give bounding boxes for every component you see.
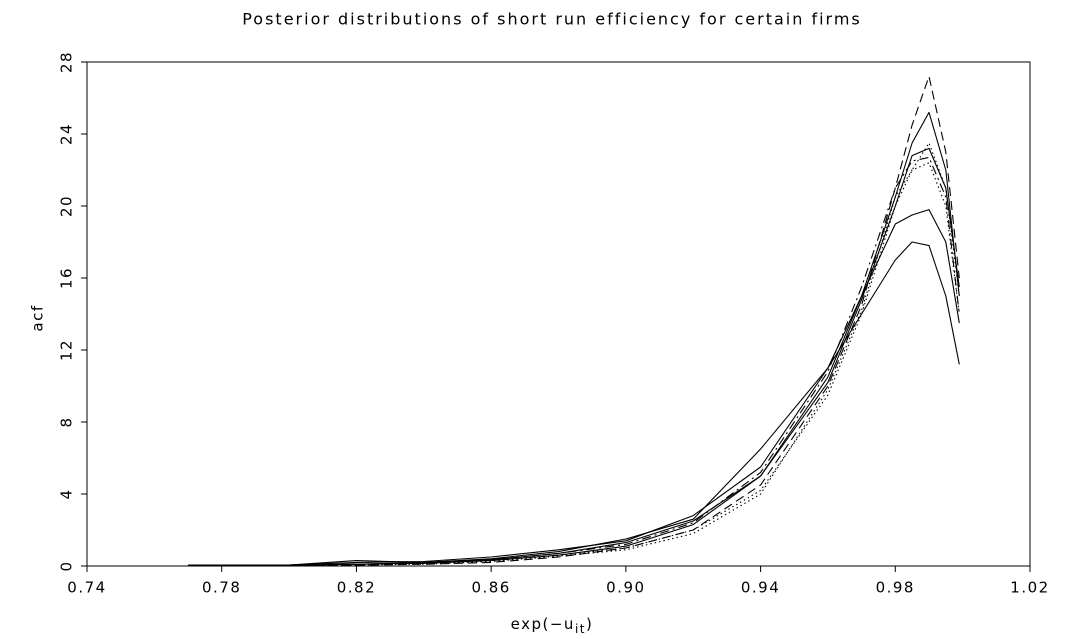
- x-axis-label: exp(−uit): [511, 615, 594, 636]
- x-tick-label: 0.98: [876, 579, 915, 597]
- x-tick-label: 1.02: [1010, 579, 1049, 597]
- series-line: [188, 162, 960, 567]
- y-tick-label: 0: [58, 560, 76, 571]
- chart-title: Posterior distributions of short run eff…: [242, 10, 862, 29]
- y-tick-label: 8: [58, 416, 76, 427]
- x-tick-label: 0.82: [337, 579, 376, 597]
- y-tick-label: 4: [58, 488, 76, 499]
- y-tick-label: 28: [58, 51, 76, 73]
- series-line: [187, 75, 960, 567]
- x-tick-label: 0.90: [606, 579, 645, 597]
- y-axis-label: acf: [29, 304, 47, 331]
- y-tick-label: 20: [58, 195, 76, 217]
- series-line: [187, 142, 960, 567]
- y-tick-label: 16: [58, 267, 76, 289]
- plot-frame: [86, 61, 1031, 567]
- x-tick-label: 0.74: [67, 579, 106, 597]
- x-tick-label: 0.78: [202, 579, 241, 597]
- x-tick-label: 0.86: [471, 579, 510, 597]
- series-line: [187, 156, 960, 567]
- x-label-close: ): [586, 615, 593, 633]
- series-line: [188, 241, 960, 566]
- x-label-base: exp(−u: [511, 615, 575, 633]
- y-tick-label: 12: [58, 339, 76, 361]
- x-label-subscript: it: [575, 622, 586, 636]
- y-tick-label: 24: [58, 123, 76, 145]
- series-line: [188, 147, 960, 566]
- x-tick-label: 0.94: [741, 579, 780, 597]
